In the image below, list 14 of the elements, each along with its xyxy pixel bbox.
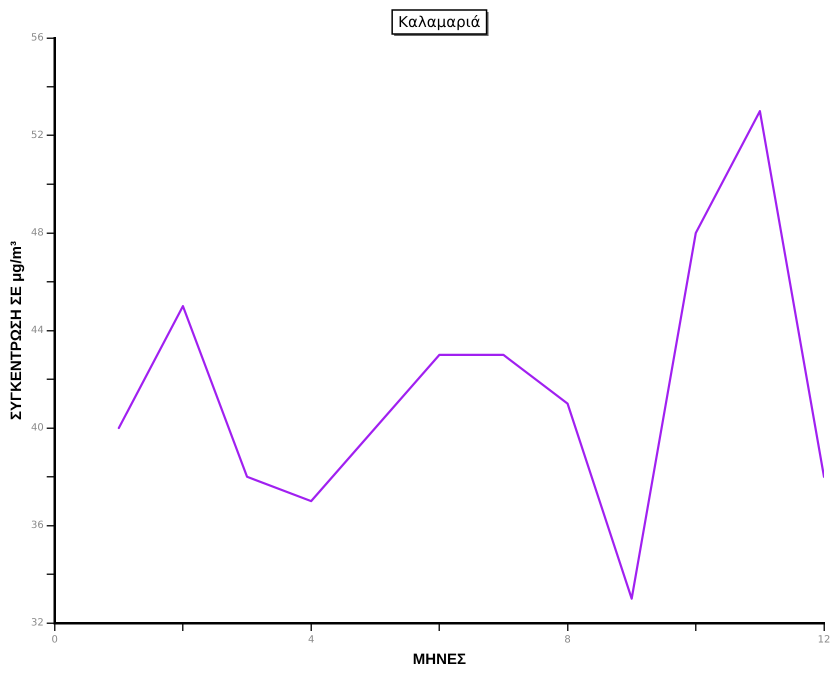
chart-title: Καλαμαριά [398, 12, 481, 31]
x-tick-label: 12 [818, 634, 830, 646]
x-tick-label: 8 [564, 634, 571, 646]
y-tick-label: 56 [30, 32, 44, 44]
y-axis-title: ΣΥΓΚΕΝΤΡΩΣΗ ΣΕ μg/m³ [8, 241, 26, 420]
y-tick-label: 48 [30, 228, 44, 239]
y-tick-label: 52 [30, 130, 44, 142]
y-tick-label: 44 [30, 325, 44, 336]
x-axis-title: ΜΗΝΕΣ [412, 651, 466, 668]
y-tick-label: 36 [30, 520, 44, 532]
y-tick-label: 40 [30, 422, 44, 434]
y-tick-label: 32 [30, 618, 44, 629]
x-tick-label: 4 [308, 634, 314, 646]
x-tick-label: 0 [52, 634, 58, 646]
